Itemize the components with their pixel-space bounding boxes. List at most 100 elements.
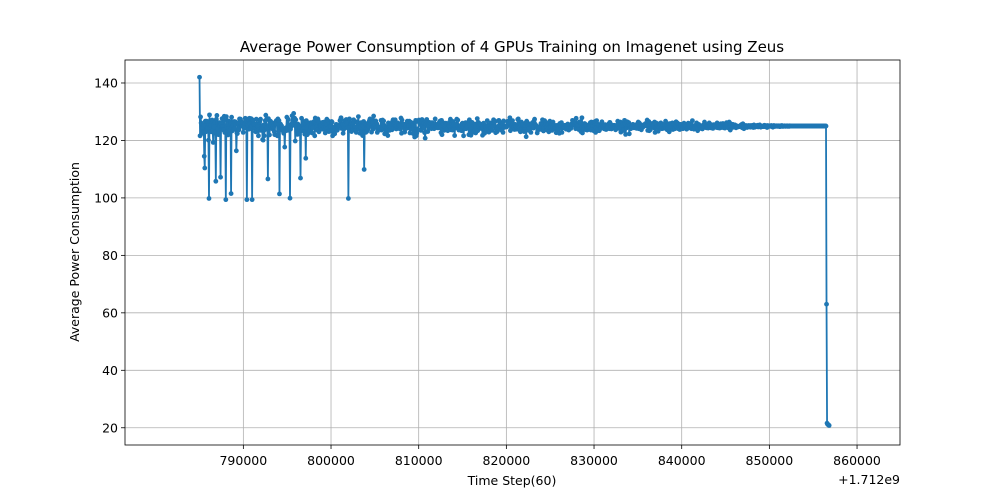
data-point (419, 117, 425, 122)
y-axis: 20 40 60 80 100 120 140 (94, 75, 125, 435)
data-point (202, 165, 208, 171)
data-point (623, 132, 628, 137)
data-point (421, 125, 426, 131)
data-point (206, 137, 211, 143)
data-point (207, 112, 212, 118)
data-point (258, 116, 263, 122)
x-tick-label: 790000 (219, 453, 267, 468)
data-point (579, 115, 585, 121)
data-point (260, 137, 266, 143)
data-point (232, 126, 238, 132)
data-point (482, 130, 488, 136)
y-tick-label: 100 (94, 190, 118, 205)
data-point (261, 133, 267, 139)
data-point (210, 140, 216, 145)
data-point (568, 125, 574, 131)
data-point (501, 118, 506, 124)
data-point (201, 153, 207, 159)
data-point (253, 116, 259, 122)
y-tick-label: 60 (102, 305, 118, 320)
data-point (291, 111, 297, 116)
x-tick-label: 840000 (658, 453, 706, 468)
data-point (293, 117, 299, 123)
data-point (439, 132, 445, 138)
data-point (233, 148, 239, 154)
data-point (334, 127, 340, 133)
data-point (340, 130, 346, 136)
data-point (282, 144, 288, 150)
data-point (240, 130, 246, 135)
data-point (241, 125, 247, 131)
data-point (216, 129, 222, 135)
data-point (312, 133, 318, 139)
y-tick-label: 140 (94, 75, 118, 90)
data-point (205, 119, 211, 124)
data-point (432, 116, 438, 122)
data-point (303, 155, 309, 161)
data-point (329, 119, 335, 125)
data-point (267, 132, 272, 138)
data-point (206, 196, 212, 201)
data-point (263, 112, 269, 118)
y-axis-label: Average Power Consumption (67, 162, 82, 342)
data-point (227, 131, 232, 137)
data-point (626, 131, 632, 137)
data-point (823, 123, 829, 129)
series-layer (197, 74, 832, 428)
data-point (489, 127, 495, 133)
data-point (500, 130, 506, 135)
data-point (532, 116, 537, 122)
data-point (474, 116, 480, 122)
x-axis-label: Time Step(60) (467, 473, 557, 488)
x-tick-label: 850000 (746, 453, 794, 468)
data-point (461, 133, 466, 139)
data-point (399, 117, 405, 123)
data-point (298, 175, 303, 181)
data-point (265, 176, 271, 182)
data-point (422, 135, 428, 141)
data-point (347, 116, 352, 122)
data-point (455, 117, 461, 123)
y-tick-label: 40 (102, 363, 118, 378)
data-point (361, 167, 367, 172)
x-axis: 790000 800000 810000 820000 830000 840000 8500… (219, 445, 881, 468)
data-point (655, 128, 661, 134)
plot-frame (124, 59, 901, 446)
x-tick-label: 860000 (833, 453, 881, 468)
x-tick-label: 800000 (307, 453, 355, 468)
data-point (218, 174, 223, 180)
data-point (328, 123, 333, 129)
data-point (338, 115, 344, 121)
data-point (824, 301, 829, 307)
data-point (292, 138, 298, 144)
data-point (223, 197, 229, 203)
data-point (332, 131, 338, 137)
data-point (287, 195, 293, 201)
data-point (577, 119, 583, 125)
data-point (228, 191, 234, 197)
data-point (528, 130, 534, 135)
data-point (211, 124, 217, 130)
x-offset-label: +1.712e9 (838, 472, 900, 487)
data-point (521, 129, 527, 134)
data-point (198, 114, 203, 120)
chart-title: Average Power Consumption of 4 GPUs Trai… (240, 38, 784, 56)
data-point (573, 115, 579, 121)
data-point (353, 130, 359, 135)
data-point (310, 125, 316, 131)
data-point (214, 113, 220, 118)
data-point (523, 134, 529, 140)
data-point (826, 423, 832, 428)
data-point (234, 131, 240, 136)
data-point (277, 191, 282, 197)
data-point (197, 74, 202, 80)
y-tick-label: 80 (102, 248, 118, 263)
data-point (425, 129, 431, 134)
data-point (385, 133, 391, 138)
data-point (494, 129, 500, 134)
data-point (492, 119, 498, 124)
data-point (213, 178, 219, 184)
data-point (223, 114, 229, 119)
